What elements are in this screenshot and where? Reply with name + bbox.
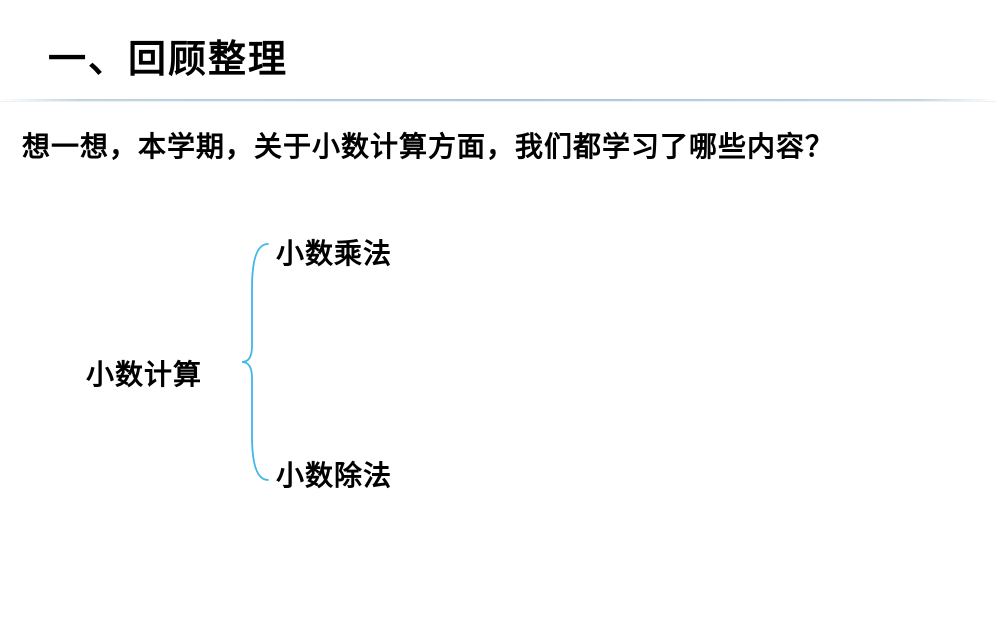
brace-icon — [238, 238, 278, 486]
diagram-root-label: 小数计算 — [86, 353, 202, 393]
review-question: 想一想，本学期，关于小数计算方面，我们都学习了哪些内容？ — [22, 125, 996, 165]
diagram-branch-bottom: 小数除法 — [276, 454, 392, 494]
header-divider — [0, 99, 996, 101]
brace-path — [242, 244, 268, 480]
header: 一、回顾整理 — [0, 0, 996, 101]
concept-diagram: 小数计算 小数乘法 小数除法 — [86, 238, 586, 498]
diagram-branch-top: 小数乘法 — [276, 232, 392, 272]
page-title: 一、回顾整理 — [48, 28, 996, 83]
